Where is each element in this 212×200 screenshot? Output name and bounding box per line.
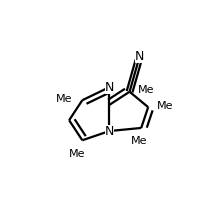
Text: N: N — [105, 81, 114, 94]
Text: Me: Me — [138, 85, 154, 95]
Text: Me: Me — [131, 136, 148, 146]
Text: Me: Me — [157, 101, 174, 111]
Text: N: N — [135, 50, 144, 63]
Text: Me: Me — [69, 149, 86, 159]
Text: N: N — [105, 125, 114, 138]
Text: Me: Me — [56, 94, 73, 104]
